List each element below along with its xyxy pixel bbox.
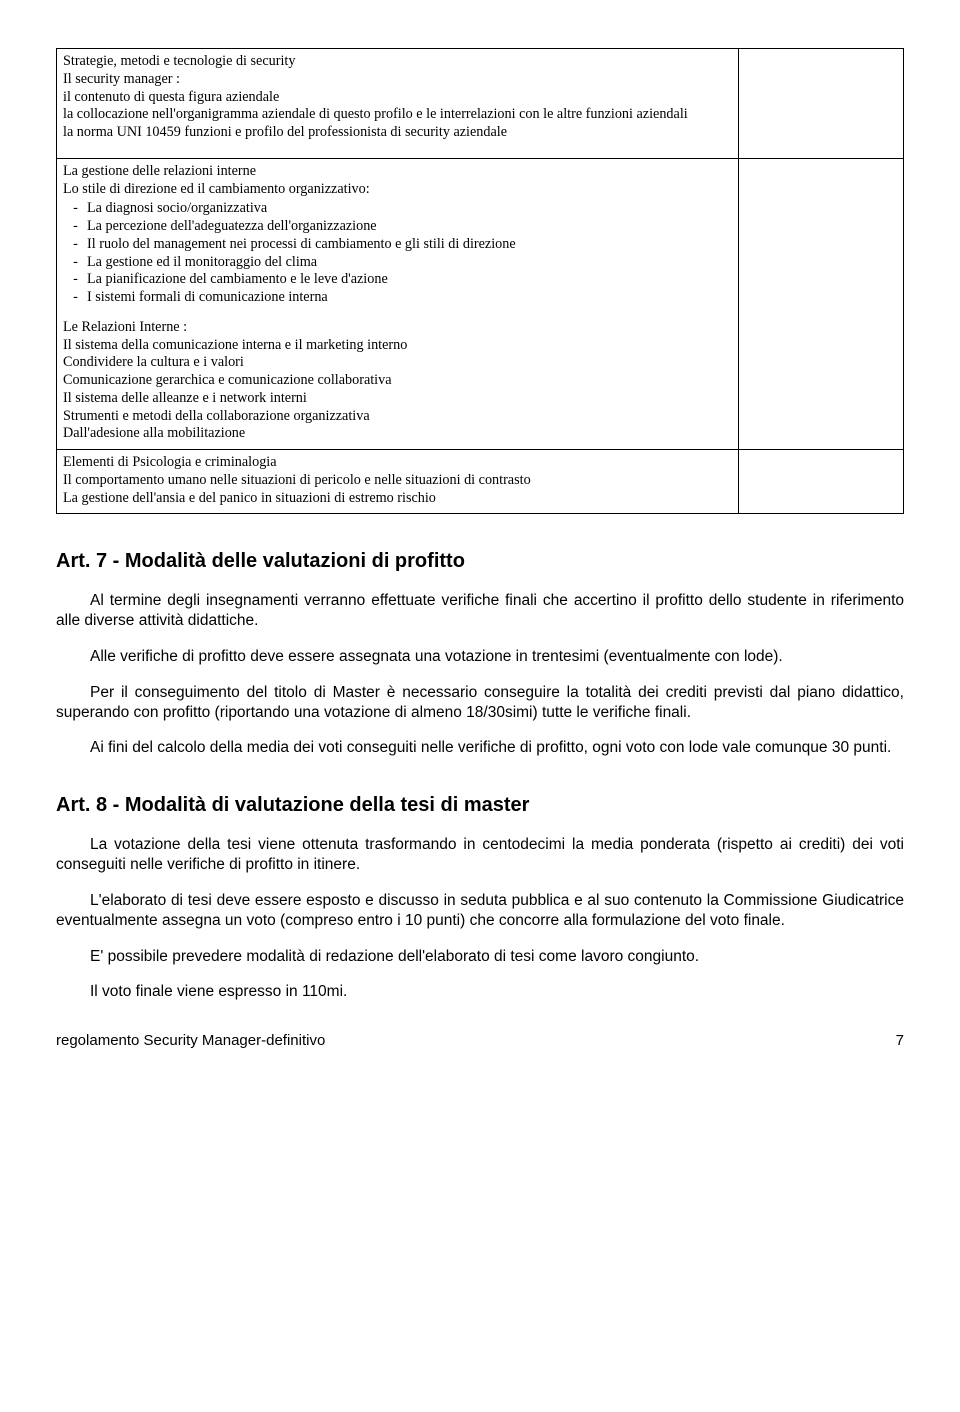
rel-line: Il sistema delle alleanze e i network in…: [63, 390, 732, 408]
c3-line: Il comportamento umano nelle situazioni …: [63, 472, 732, 490]
art8-para: Il voto finale viene espresso in 110mi.: [56, 982, 904, 1002]
block1-line: il contenuto di questa figura aziendale: [63, 89, 732, 107]
table-cell-2: La gestione delle relazioni interne Lo s…: [57, 158, 739, 449]
page-footer: regolamento Security Manager-definitivo …: [56, 1032, 904, 1049]
art7-para: Per il conseguimento del titolo di Maste…: [56, 683, 904, 723]
block1-line: la collocazione nell'organigramma aziend…: [63, 106, 732, 124]
intro-line: Lo stile di direzione ed il cambiamento …: [63, 181, 732, 199]
rel-line: Dall'adesione alla mobilitazione: [63, 425, 732, 443]
table-cell-3: Elementi di Psicologia e criminalogia Il…: [57, 450, 739, 514]
rel-title: Le Relazioni Interne :: [63, 319, 732, 337]
block1-line: Strategie, metodi e tecnologie di securi…: [63, 53, 732, 71]
block1-line: Il security manager :: [63, 71, 732, 89]
bullet-item: La gestione ed il monitoraggio del clima: [85, 254, 732, 272]
rel-line: Strumenti e metodi della collaborazione …: [63, 408, 732, 426]
art8-para: E' possibile prevedere modalità di redaz…: [56, 947, 904, 967]
intro-line: La gestione delle relazioni interne: [63, 163, 732, 181]
art7-body: Al termine degli insegnamenti verranno e…: [56, 591, 904, 758]
bullet-item: I sistemi formali di comunicazione inter…: [85, 289, 732, 307]
table-cell-2-right: [738, 158, 903, 449]
content-table: Strategie, metodi e tecnologie di securi…: [56, 48, 904, 514]
rel-line: Comunicazione gerarchica e comunicazione…: [63, 372, 732, 390]
table-cell-3-right: [738, 450, 903, 514]
bullet-list: La diagnosi socio/organizzativa La perce…: [63, 200, 732, 307]
rel-line: Il sistema della comunicazione interna e…: [63, 337, 732, 355]
art7-para: Ai fini del calcolo della media dei voti…: [56, 738, 904, 758]
art8-body: La votazione della tesi viene ottenuta t…: [56, 835, 904, 1002]
footer-page-number: 7: [896, 1032, 904, 1049]
art8-heading: Art. 8 - Modalità di valutazione della t…: [56, 794, 904, 817]
art8-para: La votazione della tesi viene ottenuta t…: [56, 835, 904, 875]
bullet-item: La pianificazione del cambiamento e le l…: [85, 271, 732, 289]
c3-line: Elementi di Psicologia e criminalogia: [63, 454, 732, 472]
bullet-item: La diagnosi socio/organizzativa: [85, 200, 732, 218]
table-cell-1-right: [738, 49, 903, 159]
table-cell-1: Strategie, metodi e tecnologie di securi…: [57, 49, 739, 159]
block1-line: la norma UNI 10459 funzioni e profilo de…: [63, 124, 732, 142]
bullet-item: La percezione dell'adeguatezza dell'orga…: [85, 218, 732, 236]
art7-para: Alle verifiche di profitto deve essere a…: [56, 647, 904, 667]
rel-line: Condividere la cultura e i valori: [63, 354, 732, 372]
footer-left: regolamento Security Manager-definitivo: [56, 1032, 325, 1049]
art7-para: Al termine degli insegnamenti verranno e…: [56, 591, 904, 631]
art8-para: L'elaborato di tesi deve essere esposto …: [56, 891, 904, 931]
c3-line: La gestione dell'ansia e del panico in s…: [63, 490, 732, 508]
art7-heading: Art. 7 - Modalità delle valutazioni di p…: [56, 550, 904, 573]
bullet-item: Il ruolo del management nei processi di …: [85, 236, 732, 254]
